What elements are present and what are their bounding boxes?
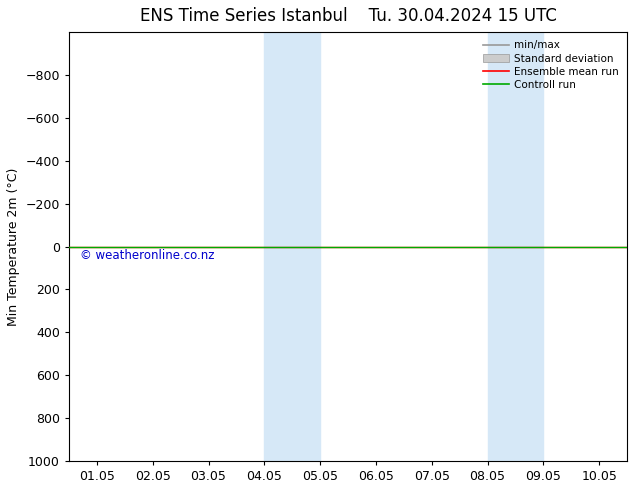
Bar <box>264 32 320 461</box>
Y-axis label: Min Temperature 2m (°C): Min Temperature 2m (°C) <box>7 168 20 326</box>
Bar <box>488 32 543 461</box>
Title: ENS Time Series Istanbul    Tu. 30.04.2024 15 UTC: ENS Time Series Istanbul Tu. 30.04.2024 … <box>139 7 557 25</box>
Text: © weatheronline.co.nz: © weatheronline.co.nz <box>80 249 215 262</box>
Legend: min/max, Standard deviation, Ensemble mean run, Controll run: min/max, Standard deviation, Ensemble me… <box>479 37 622 93</box>
